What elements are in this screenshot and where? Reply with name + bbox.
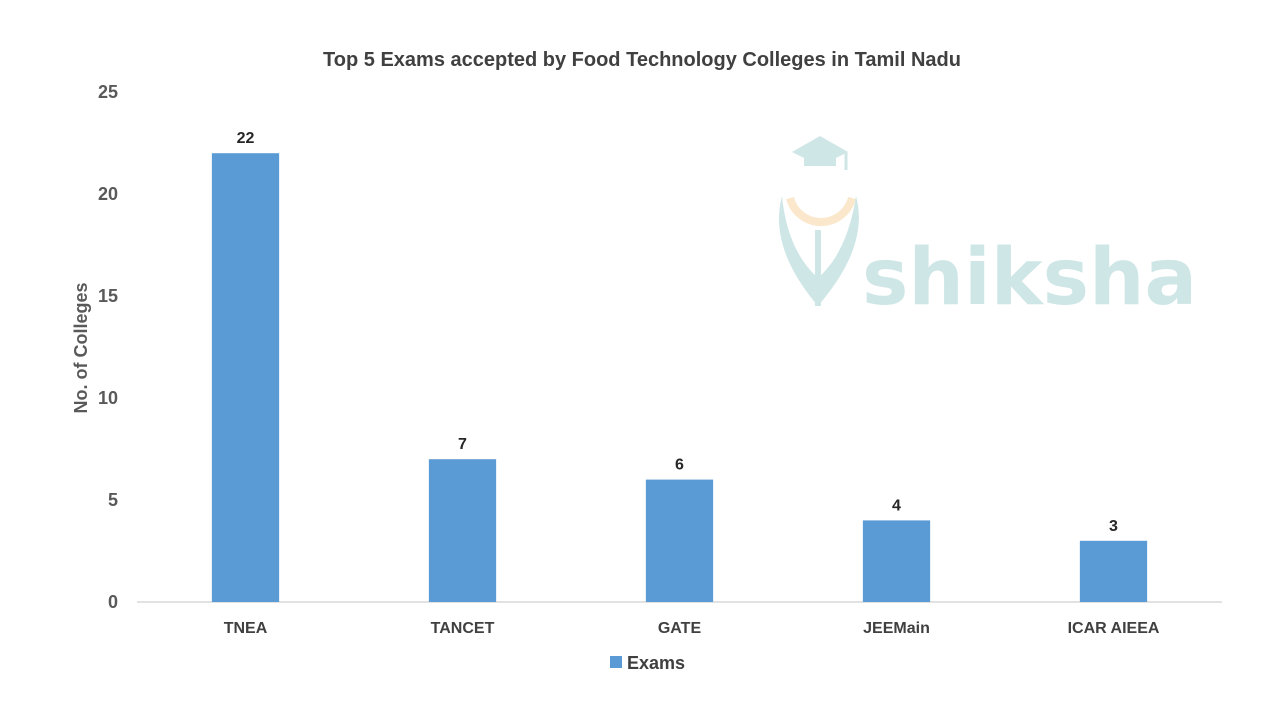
bars: [211, 153, 1148, 602]
y-tick-label: 10: [98, 388, 118, 408]
y-axis-ticks: 0 5 10 15 20 25: [98, 82, 118, 612]
data-label: 3: [1109, 518, 1118, 535]
x-tick-label: TNEA: [224, 620, 268, 637]
data-label: 7: [458, 436, 467, 453]
legend-swatch: [610, 656, 622, 668]
y-tick-label: 0: [108, 592, 118, 612]
y-tick-label: 15: [98, 286, 118, 306]
x-tick-label: JEEMain: [863, 620, 930, 637]
legend: Exams: [610, 653, 685, 673]
bar-gate: [645, 479, 714, 602]
bar-jeemain: [862, 520, 931, 602]
data-label: 4: [892, 497, 901, 514]
watermark-text: shiksha: [862, 233, 1197, 323]
data-label: 22: [237, 130, 255, 147]
y-axis-label: No. of Colleges: [71, 282, 91, 413]
x-tick-label: TANCET: [431, 620, 495, 637]
legend-item-exams: Exams: [627, 653, 685, 673]
chart-title: Top 5 Exams accepted by Food Technology …: [323, 49, 961, 71]
bar-icar-aieea: [1079, 540, 1148, 602]
y-tick-label: 20: [98, 184, 118, 204]
shiksha-logo-icon: [778, 136, 859, 306]
data-label: 6: [675, 457, 684, 474]
category-labels: TNEA TANCET GATE JEEMain ICAR AIEEA: [224, 620, 1160, 637]
x-tick-label: ICAR AIEEA: [1068, 620, 1160, 637]
x-tick-label: GATE: [658, 620, 702, 637]
watermark: shiksha: [778, 136, 1197, 323]
y-tick-label: 25: [98, 82, 118, 102]
data-labels: 22 7 6 4 3: [237, 130, 1118, 535]
bar-tancet: [428, 459, 497, 602]
bar-tnea: [211, 153, 280, 602]
y-tick-label: 5: [108, 490, 118, 510]
